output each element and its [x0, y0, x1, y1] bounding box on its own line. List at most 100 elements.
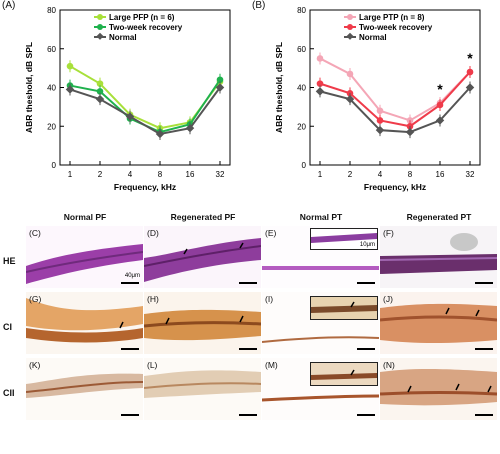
- x-tick-label: 4: [378, 170, 383, 179]
- legend-marker: [347, 24, 353, 30]
- series-line: [69, 86, 221, 136]
- row-header-cii: CII: [3, 388, 15, 398]
- series-line: [319, 57, 471, 122]
- col-header-regenerated-pt: Regenerated PT: [406, 212, 472, 222]
- legend-label: Normal: [109, 33, 137, 42]
- x-axis-label: Frequency, kHz: [364, 182, 426, 192]
- x-tick-label: 32: [466, 170, 475, 179]
- data-point: [375, 125, 385, 135]
- chart-b-svg: 0 20 40 60 80 1 2 4 8 16 32 Frequency, kHz ABR thesh…: [274, 6, 481, 192]
- legend-marker: [97, 14, 103, 20]
- series-line: [319, 86, 471, 134]
- chart-a: (A) 0 20 40 60 80 1 2 4 8 16 32 Frequency, kHz ABR t…: [0, 0, 250, 205]
- x-tick-label: 8: [158, 170, 163, 179]
- x-tick-label: 4: [128, 170, 133, 179]
- scale-text-inset: 10μm: [359, 242, 375, 248]
- panel-label-d: (D): [147, 228, 159, 238]
- data-point: [435, 116, 445, 125]
- panel-label-c: (C): [29, 228, 41, 238]
- data-point: [155, 129, 165, 139]
- y-tick-label: 0: [302, 161, 307, 170]
- scale-bar: [475, 281, 493, 284]
- data-point: [185, 123, 195, 133]
- panel-label-i: (I): [265, 294, 274, 304]
- y-tick-label: 80: [297, 6, 306, 15]
- panel-label-h: (H): [147, 294, 159, 304]
- legend-label: Two-week recovery: [359, 23, 433, 32]
- data-point: [315, 87, 325, 96]
- data-point: [376, 107, 384, 115]
- scale-bar: [239, 413, 257, 416]
- legend-marker: [97, 24, 103, 30]
- micrograph-l: (L): [144, 358, 261, 420]
- data-point: [466, 68, 474, 76]
- y-tick-label: 20: [297, 122, 306, 131]
- col-header-regenerated-pf: Regenerated PF: [170, 212, 236, 222]
- y-tick-label: 0: [52, 161, 57, 170]
- data-point: [66, 62, 74, 70]
- data-point: [316, 80, 324, 87]
- scale-bar: [239, 347, 257, 350]
- data-point: [345, 94, 355, 104]
- data-point: [346, 70, 354, 78]
- col-header-normal-pf: Normal PF: [63, 212, 107, 222]
- x-tick-label: 8: [408, 170, 413, 179]
- panel-label-g: (G): [29, 294, 42, 304]
- data-point: [65, 85, 75, 94]
- significance-marker: *: [467, 50, 473, 66]
- legend-label: Large PTP (n = 8): [359, 13, 425, 22]
- data-point: [316, 55, 324, 62]
- micrograph-k: (K): [26, 358, 143, 420]
- series-line: [319, 71, 471, 128]
- x-tick-label: 16: [436, 170, 445, 179]
- data-point: [376, 117, 384, 124]
- data-point: [465, 83, 475, 92]
- plot-frame: [59, 9, 231, 166]
- data-point: [125, 112, 135, 121]
- micrograph-g: (G): [26, 292, 143, 354]
- legend-label: Large PFP (n = 6): [109, 13, 175, 22]
- scale-bar: [475, 413, 493, 416]
- micrograph-n: (N): [380, 358, 497, 420]
- data-point: [95, 94, 105, 104]
- panel-label-k: (K): [29, 360, 41, 370]
- panel-label-b: (B): [252, 0, 266, 11]
- panel-label-j: (J): [383, 294, 393, 304]
- micrograph-h: (H): [144, 292, 261, 354]
- legend-marker: [347, 14, 353, 20]
- significance-marker: *: [437, 81, 443, 97]
- scale-bar: [239, 281, 257, 284]
- row-header-he: HE: [3, 256, 16, 266]
- panel-label-n: (N): [383, 360, 395, 370]
- micrograph-j: (J): [380, 292, 497, 354]
- x-tick-label: 32: [216, 170, 225, 179]
- data-point: [215, 83, 225, 92]
- scale-bar: [357, 347, 375, 350]
- scale-bar: [121, 413, 139, 416]
- row-header-ci: CI: [3, 322, 12, 332]
- scale-bar: [121, 347, 139, 350]
- col-header-normal-pt: Normal PT: [299, 212, 343, 222]
- y-tick-label: 20: [47, 122, 56, 131]
- data-point: [96, 80, 104, 87]
- scale-bar: [357, 413, 375, 416]
- x-tick-label: 1: [318, 170, 323, 179]
- y-tick-label: 40: [47, 84, 56, 93]
- micrograph-f: (F): [380, 226, 497, 288]
- y-tick-label: 80: [47, 6, 56, 15]
- scale-bar: [357, 281, 375, 284]
- panel-label-l: (L): [147, 360, 158, 370]
- y-tick-label: 40: [297, 84, 306, 93]
- panel-label-f: (F): [383, 228, 394, 238]
- chart-b: (B) 0 20 40 60 80 1 2 4 8 16 32 Frequency, kHz ABR t…: [250, 0, 500, 205]
- x-tick-label: 16: [186, 170, 195, 179]
- legend-marker: [96, 32, 104, 40]
- y-axis-label: ABR theshold, dB SPL: [24, 42, 34, 133]
- micrograph-e: 10μm (E): [262, 226, 379, 288]
- scale-text-main: 40μm: [124, 273, 140, 279]
- panel-label-a: (A): [2, 0, 16, 11]
- panel-label-m: (M): [265, 360, 278, 370]
- inset-e: 10μm: [310, 228, 378, 250]
- micrograph-m: (M): [262, 358, 379, 420]
- micrograph-d: (D): [144, 226, 261, 288]
